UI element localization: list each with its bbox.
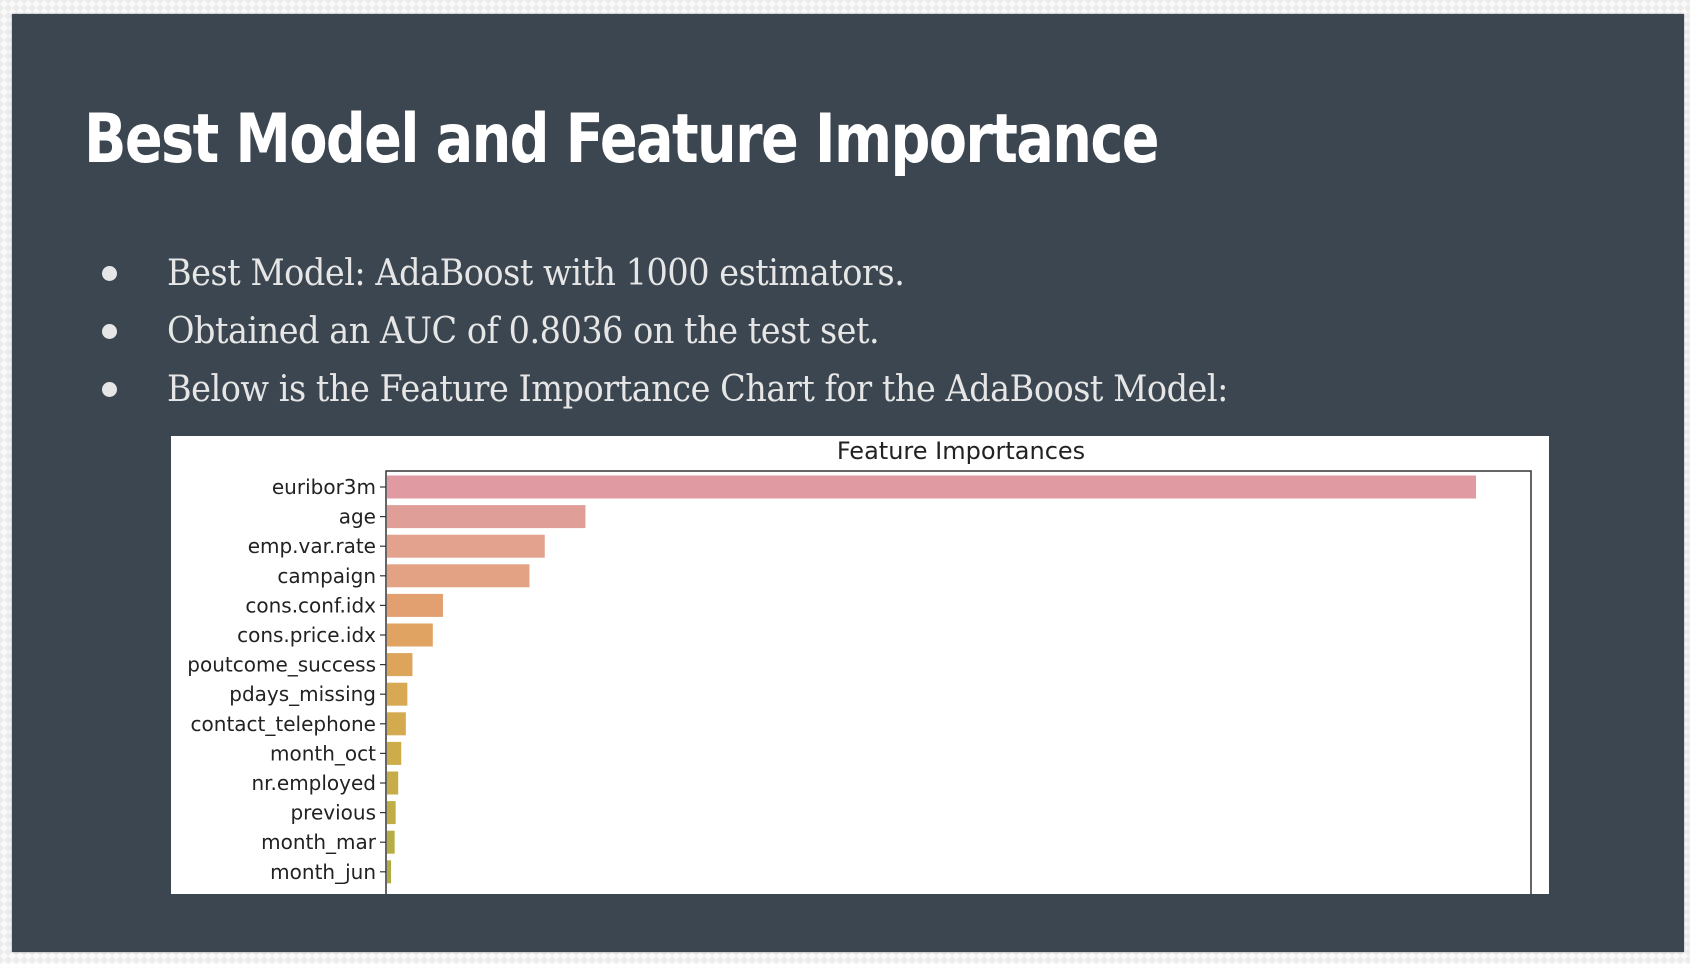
bar-month-oct: [387, 741, 402, 765]
y-tick-label: previous: [290, 801, 376, 825]
bar-month-mar: [387, 830, 395, 854]
slide-title: Best Model and Feature Importance: [84, 100, 1160, 179]
plot-frame: [385, 470, 1532, 894]
bar-campaign: [387, 564, 530, 588]
chart-svg: Feature Importances euribor3m age emp.var.…: [187, 437, 1532, 894]
y-tick-label: month_mar: [261, 830, 377, 854]
y-tick-label: poutcome_success: [187, 653, 376, 677]
bar-contact-telephone: [387, 712, 406, 736]
bullet-text: Best Model: AdaBoost with 1000 estimator…: [167, 252, 905, 294]
y-tick-label: nr.employed: [251, 771, 376, 795]
bar-previous: [387, 801, 396, 825]
bar-pdays-missing: [387, 682, 408, 706]
bullet-text: Obtained an AUC of 0.8036 on the test se…: [167, 310, 880, 352]
y-tick-label: month_oct: [270, 741, 376, 765]
feature-importance-chart: Feature Importances euribor3m age emp.var.…: [171, 436, 1549, 894]
y-tick-label: contact_telephone: [191, 712, 376, 736]
bar-euribor3m: [387, 475, 1477, 499]
bar-month-jun: [387, 860, 392, 884]
bullet-dot-icon: [102, 381, 117, 397]
bar-poutcome-success: [387, 653, 413, 677]
y-tick-label: cons.price.idx: [237, 623, 376, 647]
y-tick-label: cons.conf.idx: [245, 593, 376, 617]
y-tick-label: month_jun: [270, 860, 376, 884]
y-tick-label: emp.var.rate: [248, 534, 376, 558]
bullet-dot-icon: [102, 323, 117, 339]
y-tick-label: pdays_missing: [229, 682, 376, 706]
y-tick-label: campaign: [277, 564, 376, 588]
y-tick-label: age: [339, 505, 376, 529]
bar-age: [387, 505, 586, 529]
y-tick-label: euribor3m: [272, 475, 376, 499]
chart-bars: [387, 475, 1477, 884]
slide: Best Model and Feature Importance Best M…: [12, 14, 1684, 952]
chart-y-ticks: euribor3m age emp.var.rate campaign cons.con…: [187, 475, 386, 884]
bullet-dot-icon: [102, 265, 117, 281]
bar-cons-price-idx: [387, 623, 433, 647]
bar-emp-var-rate: [387, 534, 545, 558]
bar-nr-employed: [387, 771, 399, 795]
bullet-text: Below is the Feature Importance Chart fo…: [167, 368, 1228, 410]
bar-cons-conf-idx: [387, 593, 443, 617]
chart-title: Feature Importances: [837, 437, 1085, 465]
